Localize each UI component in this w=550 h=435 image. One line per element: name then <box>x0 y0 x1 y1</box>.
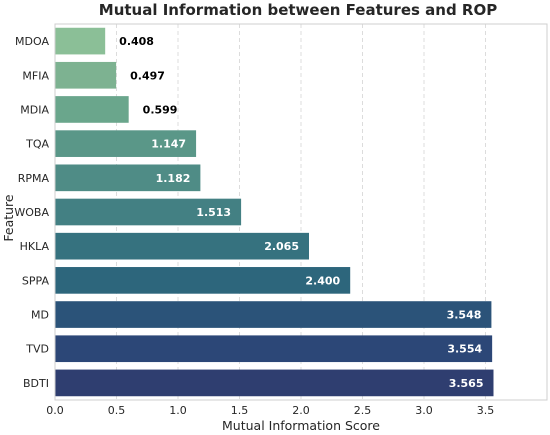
plot-frame <box>54 23 548 401</box>
y-tick-label: WOBA <box>14 206 49 219</box>
bar-mfia <box>55 61 117 89</box>
y-tick-label: TVD <box>25 343 49 356</box>
bars <box>55 27 494 397</box>
chart-title: Mutual Information between Features and … <box>99 1 497 19</box>
y-tick-label: MDOA <box>15 35 49 48</box>
bar-rpma <box>55 164 201 192</box>
bar-value-label: 0.599 <box>143 103 178 116</box>
y-tick-label: SPPA <box>22 274 50 287</box>
y-tick-label: BDTI <box>23 377 49 390</box>
bar-value-label: 0.408 <box>119 35 154 48</box>
y-axis-label: Feature <box>1 194 16 242</box>
x-axis-tick-labels: 0.0 0.5 1.0 1.5 2.0 2.5 3.0 3.5 <box>46 404 494 417</box>
bar-value-label: 2.400 <box>305 274 340 287</box>
y-tick-label: TQA <box>25 138 49 151</box>
y-tick-label: MD <box>31 309 49 322</box>
x-axis-label: Mutual Information Score <box>222 418 380 433</box>
bar-mdoa <box>55 27 106 55</box>
x-tick-label: 2.5 <box>354 404 372 417</box>
bar-value-label: 3.554 <box>447 343 482 356</box>
y-tick-label: MDIA <box>20 103 49 116</box>
y-tick-label: MFIA <box>22 69 49 82</box>
bar-value-label: 0.497 <box>130 69 165 82</box>
bar-md <box>55 301 492 328</box>
bar-value-label: 1.182 <box>156 172 191 185</box>
data-labels: 0.408 0.497 0.599 1.147 1.182 1.513 2.065 2.400… <box>119 35 483 390</box>
x-tick-label: 1.0 <box>169 404 187 417</box>
bar-woba <box>55 198 242 226</box>
y-axis-tick-labels: MDOA MFIA MDIA TQA RPMA WOBA HKLA SPPA MD TVD BDTI <box>14 35 49 390</box>
bar-value-label: 3.565 <box>449 377 484 390</box>
x-tick-label: 3.0 <box>415 404 433 417</box>
x-tick-label: 1.5 <box>231 404 249 417</box>
x-tick-label: 0.0 <box>46 404 64 417</box>
bar-value-label: 1.147 <box>151 138 186 151</box>
y-tick-label: RPMA <box>18 172 50 185</box>
x-tick-label: 3.5 <box>477 404 495 417</box>
x-tick-label: 0.5 <box>108 404 126 417</box>
bar-value-label: 3.548 <box>447 309 482 322</box>
x-tick-label: 2.0 <box>292 404 310 417</box>
bar-sppa <box>55 267 351 294</box>
bar-value-label: 1.513 <box>196 206 231 219</box>
y-tick-label: HKLA <box>20 240 50 253</box>
bar-hkla <box>55 232 309 260</box>
bar-mdia <box>55 96 129 123</box>
bar-bdti <box>55 369 494 397</box>
bar-value-label: 2.065 <box>264 240 299 253</box>
bar-tqa <box>55 130 197 157</box>
bar-tvd <box>55 335 493 363</box>
